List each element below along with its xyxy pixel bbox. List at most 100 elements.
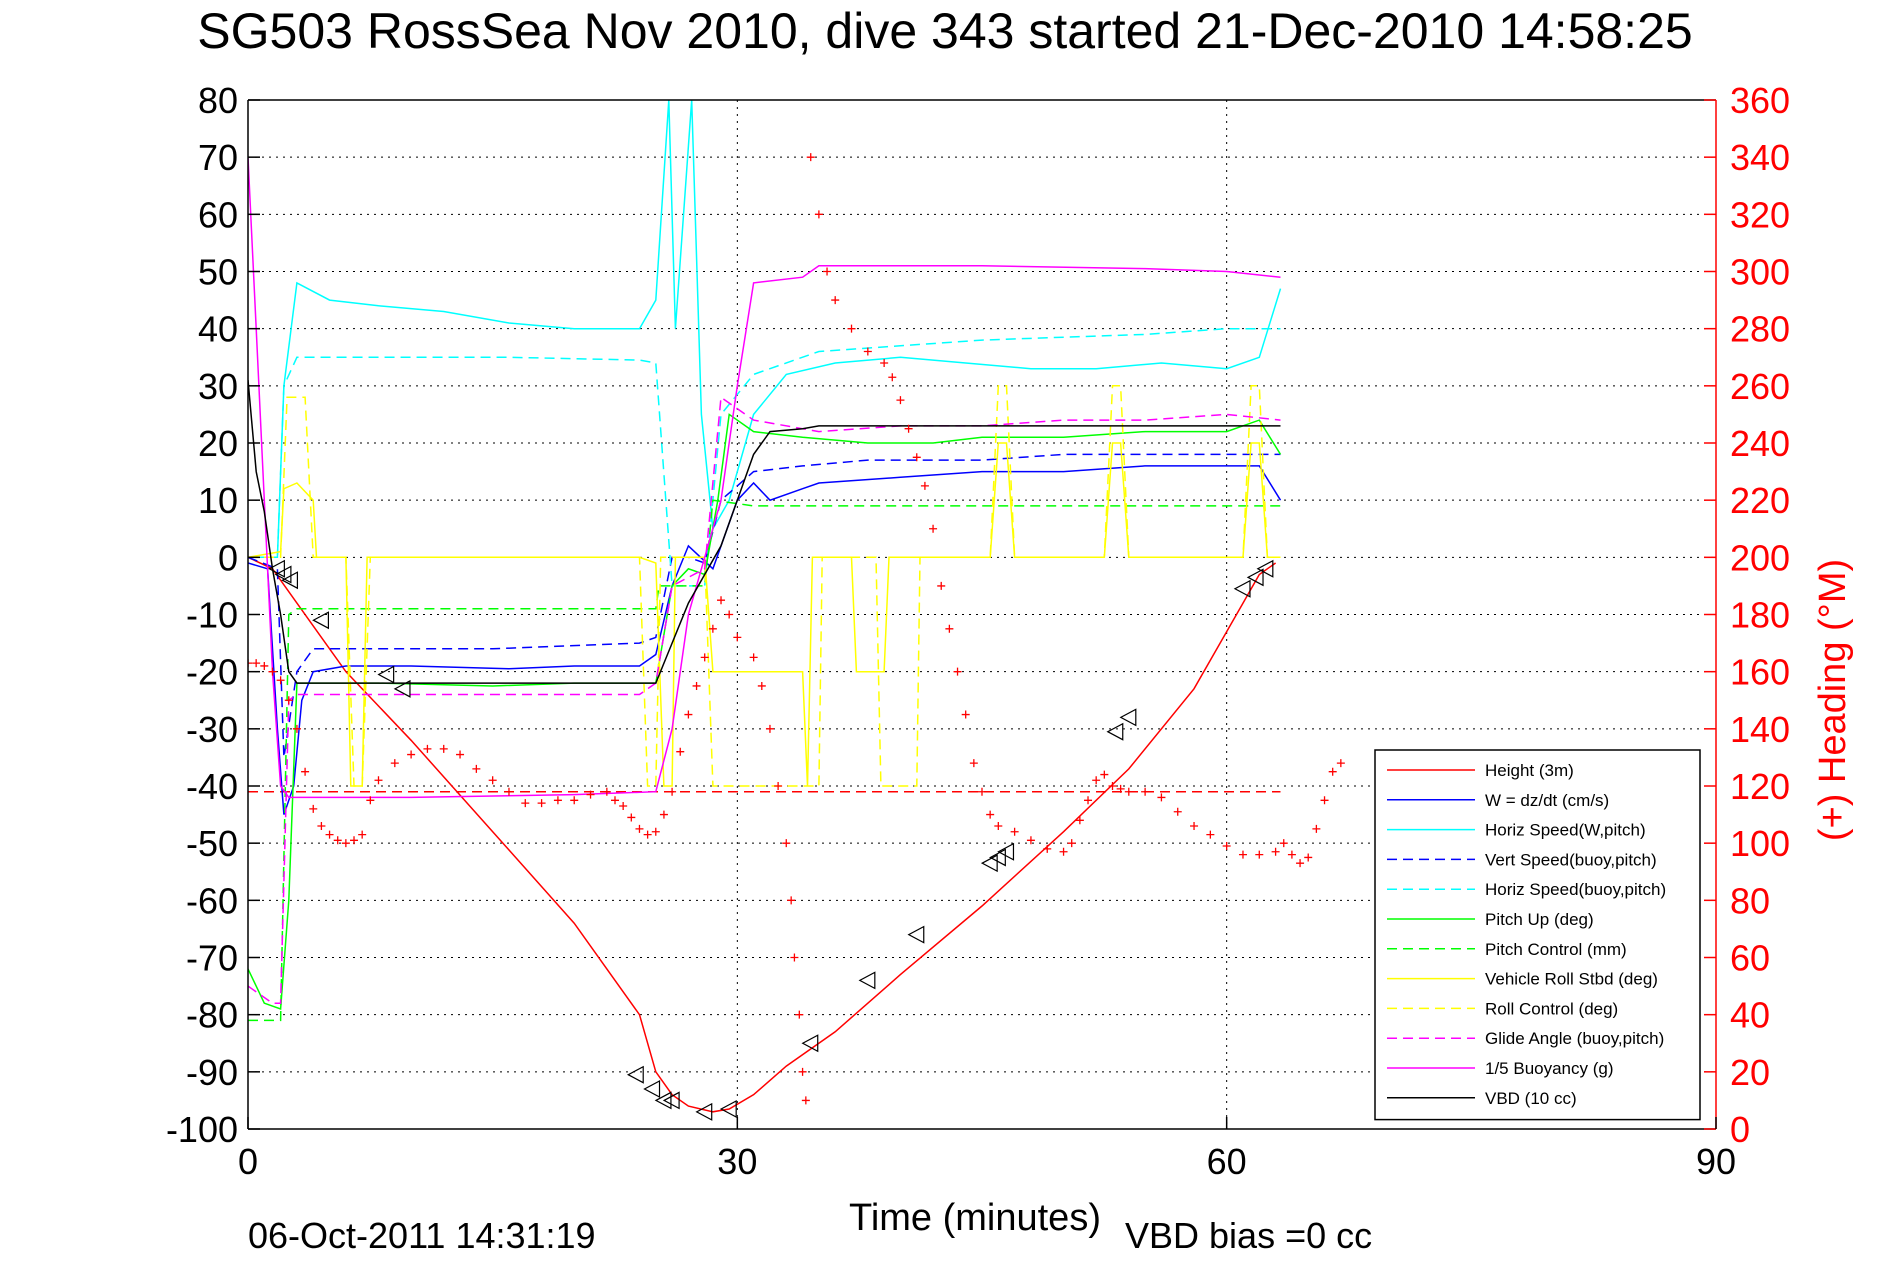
heading-point	[611, 796, 619, 805]
heading-point	[798, 1067, 807, 1076]
heading-point	[284, 696, 293, 705]
heading-point	[1238, 850, 1247, 859]
heading-point	[896, 396, 905, 405]
legend-label: VBD (10 cc)	[1485, 1089, 1577, 1108]
heading-point	[978, 787, 986, 796]
heading-point	[757, 681, 766, 690]
heading-point	[292, 724, 301, 733]
height-marker	[1106, 722, 1124, 741]
left-tick-label: -60	[186, 880, 238, 921]
left-tick-label: 50	[198, 252, 238, 293]
heading-point	[1222, 842, 1231, 851]
heading-point	[1271, 847, 1280, 856]
height-marker	[858, 971, 876, 990]
heading-point	[725, 610, 734, 619]
series-line-height	[248, 556, 1277, 1113]
heading-point	[333, 836, 342, 845]
heading-point	[627, 813, 636, 822]
heading-point	[651, 827, 660, 836]
series-line-glide	[248, 395, 1281, 1004]
legend-label: Pitch Up (deg)	[1485, 910, 1594, 929]
legend-label: Vehicle Roll Stbd (deg)	[1485, 970, 1658, 989]
left-tick-label: 20	[198, 423, 238, 464]
height-marker	[654, 1091, 672, 1110]
left-tick-label: 40	[198, 309, 238, 350]
legend-label: Vert Speed(buoy,pitch)	[1485, 850, 1657, 869]
left-tick-label: 80	[198, 80, 238, 121]
left-tick-label: -30	[186, 709, 238, 750]
heading-point	[814, 210, 823, 219]
heading-point	[602, 787, 611, 796]
legend-label: Horiz Speed(W,pitch)	[1485, 821, 1646, 840]
right-tick-label: 340	[1730, 137, 1790, 178]
height-marker	[268, 559, 285, 578]
height-marker	[980, 854, 998, 873]
right-tick-label: 220	[1730, 480, 1790, 521]
heading-point	[1173, 807, 1182, 816]
height-marker	[626, 1065, 644, 1084]
heading-point	[1092, 776, 1101, 785]
right-axis-label: (+) Heading (°M)	[1812, 559, 1854, 841]
heading-point	[659, 810, 668, 819]
heading-point	[774, 782, 783, 790]
heading-point	[1206, 830, 1215, 839]
heading-point	[1141, 787, 1150, 796]
heading-point	[1279, 839, 1288, 848]
heading-point	[945, 624, 954, 633]
legend-label: Pitch Control (mm)	[1485, 940, 1627, 959]
height-marker	[312, 611, 329, 630]
heading-point	[863, 347, 872, 356]
heading-point	[635, 824, 644, 833]
heading-point	[366, 796, 375, 805]
legend-label: Horiz Speed(buoy,pitch)	[1485, 880, 1666, 899]
vbd-bias-label: VBD bias =0 cc	[1125, 1215, 1372, 1256]
series-line-vbd	[248, 380, 1281, 684]
heading-point	[1304, 853, 1313, 862]
legend-label: 1/5 Buoyancy (g)	[1485, 1059, 1614, 1078]
heading-point	[1124, 787, 1133, 796]
height-marker	[719, 1099, 737, 1118]
heading-point	[456, 750, 465, 759]
right-tick-label: 320	[1730, 194, 1790, 235]
right-tick-label: 200	[1730, 537, 1790, 578]
series-layer	[248, 100, 1345, 1121]
heading-point	[643, 830, 652, 839]
right-tick-label: 140	[1730, 709, 1790, 750]
heading-point	[1010, 827, 1019, 836]
heading-point	[920, 481, 929, 490]
heading-point	[733, 633, 742, 642]
heading-point	[276, 676, 285, 685]
height-marker	[997, 842, 1015, 861]
heading-point	[795, 1010, 804, 1019]
right-tick-label: 240	[1730, 423, 1790, 464]
heading-point	[1067, 839, 1076, 848]
heading-point	[969, 759, 978, 768]
heading-point	[961, 710, 970, 719]
height-marker	[393, 679, 411, 698]
heading-point	[1157, 793, 1166, 802]
heading-point	[537, 799, 546, 808]
heading-point	[888, 373, 897, 382]
heading-point	[521, 799, 530, 808]
heading-point	[831, 296, 840, 305]
left-tick-label: 30	[198, 366, 238, 407]
chart-title: SG503 RossSea Nov 2010, dive 343 started…	[197, 3, 1692, 59]
left-tick-label: -20	[186, 652, 238, 693]
heading-point	[358, 830, 367, 839]
heading-point	[787, 896, 796, 905]
timestamp-label: 06-Oct-2011 14:31:19	[248, 1215, 596, 1256]
height-marker	[695, 1102, 713, 1121]
left-tick-label: 70	[198, 137, 238, 178]
left-tick-label: 0	[218, 537, 238, 578]
heading-point	[1100, 770, 1109, 779]
x-axis: 0 30 60 90	[238, 1117, 1736, 1182]
right-tick-label: 260	[1730, 366, 1790, 407]
series-line-buoyancy	[248, 157, 1281, 799]
heading-point	[801, 1096, 810, 1105]
heading-point	[1026, 836, 1035, 845]
heading-point	[912, 453, 921, 462]
heading-point	[472, 764, 481, 773]
heading-point	[700, 653, 709, 662]
heading-point	[374, 776, 383, 785]
